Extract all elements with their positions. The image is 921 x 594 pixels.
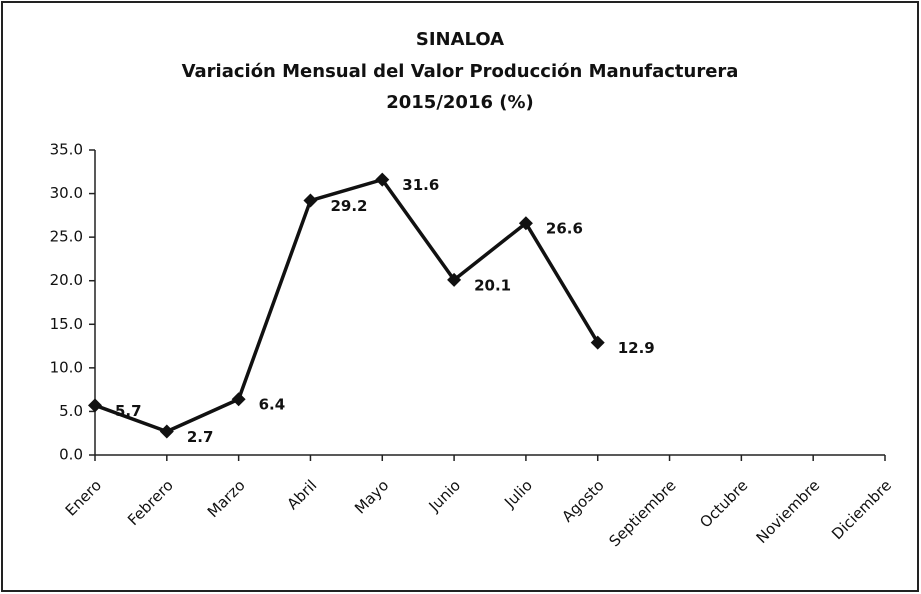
chart-subtitle: 2015/2016 (%) <box>386 92 534 113</box>
chart-subtitle: Variación Mensual del Valor Producción M… <box>182 61 739 82</box>
marker <box>231 392 246 407</box>
marker <box>88 398 102 413</box>
y-tick-label: 25.0 <box>50 228 83 246</box>
data-label: 26.6 <box>546 220 583 238</box>
y-tick-label: 5.0 <box>59 402 83 420</box>
data-label: 29.2 <box>330 197 367 215</box>
data-label: 12.9 <box>618 339 655 357</box>
data-label: 20.1 <box>474 276 511 294</box>
data-label: 2.7 <box>187 428 214 446</box>
y-tick-label: 35.0 <box>50 141 83 159</box>
y-tick-label: 15.0 <box>50 315 83 333</box>
marker <box>518 216 533 231</box>
marker <box>590 335 605 350</box>
data-label: 31.6 <box>402 176 439 194</box>
marker <box>375 172 390 187</box>
marker <box>303 193 318 208</box>
y-tick-label: 30.0 <box>50 184 83 202</box>
marker <box>159 424 174 439</box>
data-label: 5.7 <box>115 402 142 420</box>
y-tick-label: 20.0 <box>50 271 83 289</box>
y-tick-label: 10.0 <box>50 358 83 376</box>
line <box>94 177 600 434</box>
marker <box>447 272 462 287</box>
y-tick-label: 0.0 <box>59 446 83 464</box>
chart-title: SINALOA <box>416 29 504 50</box>
data-label: 6.4 <box>259 396 286 414</box>
